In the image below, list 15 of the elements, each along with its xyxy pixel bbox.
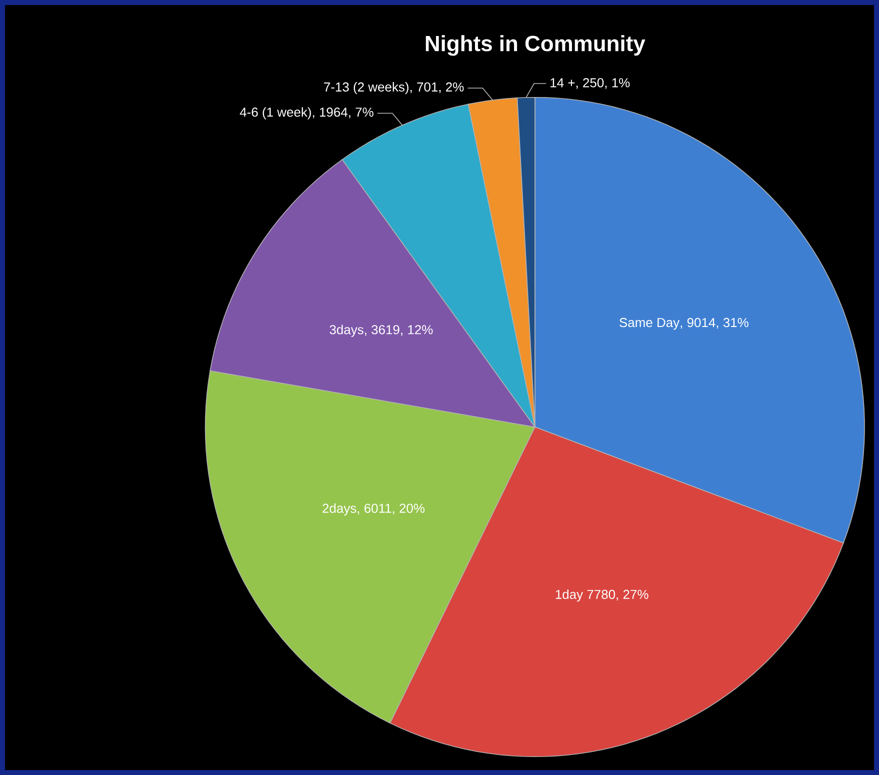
slice-label: 3days [330, 324, 364, 337]
slice-label: 1day [556, 589, 584, 602]
slice-label: 4-6 (1 week) [240, 107, 311, 120]
data-label: 7780, 27% [587, 590, 648, 600]
chart-title: Nights in Community [426, 35, 646, 56]
data-label: , 9014, 31% [680, 318, 748, 329]
slice-label: 14 + [550, 78, 575, 88]
data-label: , 3619, 12% [365, 325, 433, 336]
data-label: , 701, 2% [410, 82, 464, 94]
data-label: , 6011, 20% [358, 504, 425, 514]
data-label: , 1964, 7% [312, 108, 374, 118]
data-label: , 250, 1% [576, 78, 630, 89]
slice-label: 7-13 (2 weeks) [324, 82, 408, 94]
slice-label: 2days [322, 503, 356, 516]
slice-label: Same Day [620, 318, 680, 330]
